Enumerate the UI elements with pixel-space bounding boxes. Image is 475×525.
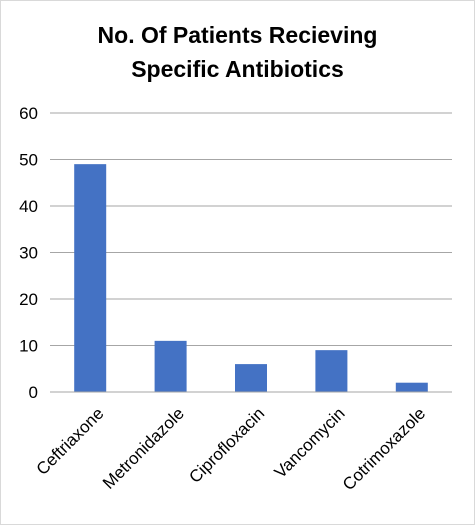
y-tick-label: 60 bbox=[19, 104, 38, 123]
bar-vancomycin bbox=[315, 350, 348, 392]
x-tick-label-cotrimoxazole: Cotrimoxazole bbox=[339, 404, 429, 494]
x-tick-label-ceftriaxone: Ceftriaxone bbox=[33, 404, 108, 479]
y-axis-ticks: 0 10 20 30 40 50 60 bbox=[19, 104, 38, 402]
x-tick-label-metronidazole: Metronidazole bbox=[99, 404, 188, 493]
y-tick-label: 0 bbox=[29, 383, 38, 402]
y-tick-label: 40 bbox=[19, 197, 38, 216]
bars bbox=[74, 164, 428, 392]
chart-title: No. Of Patients Recieving Specific Antib… bbox=[0, 18, 475, 86]
x-tick-label-vancomycin: Vancomycin bbox=[271, 404, 349, 482]
bar-metronidazole bbox=[154, 340, 187, 392]
y-tick-label: 10 bbox=[19, 337, 38, 356]
chart-title-line-2: Specific Antibiotics bbox=[131, 56, 344, 82]
chart-title-line-1: No. Of Patients Recieving bbox=[97, 22, 378, 48]
x-tick-label-ciprofloxacin: Ciprofloxacin bbox=[185, 404, 268, 487]
gridlines bbox=[50, 112, 452, 346]
bar-cotrimoxazole bbox=[395, 382, 428, 392]
bar-ciprofloxacin bbox=[235, 364, 267, 392]
y-tick-label: 50 bbox=[19, 151, 38, 170]
y-tick-label: 20 bbox=[19, 290, 38, 309]
y-tick-label: 30 bbox=[19, 244, 38, 263]
bar-ceftriaxone bbox=[74, 164, 107, 392]
